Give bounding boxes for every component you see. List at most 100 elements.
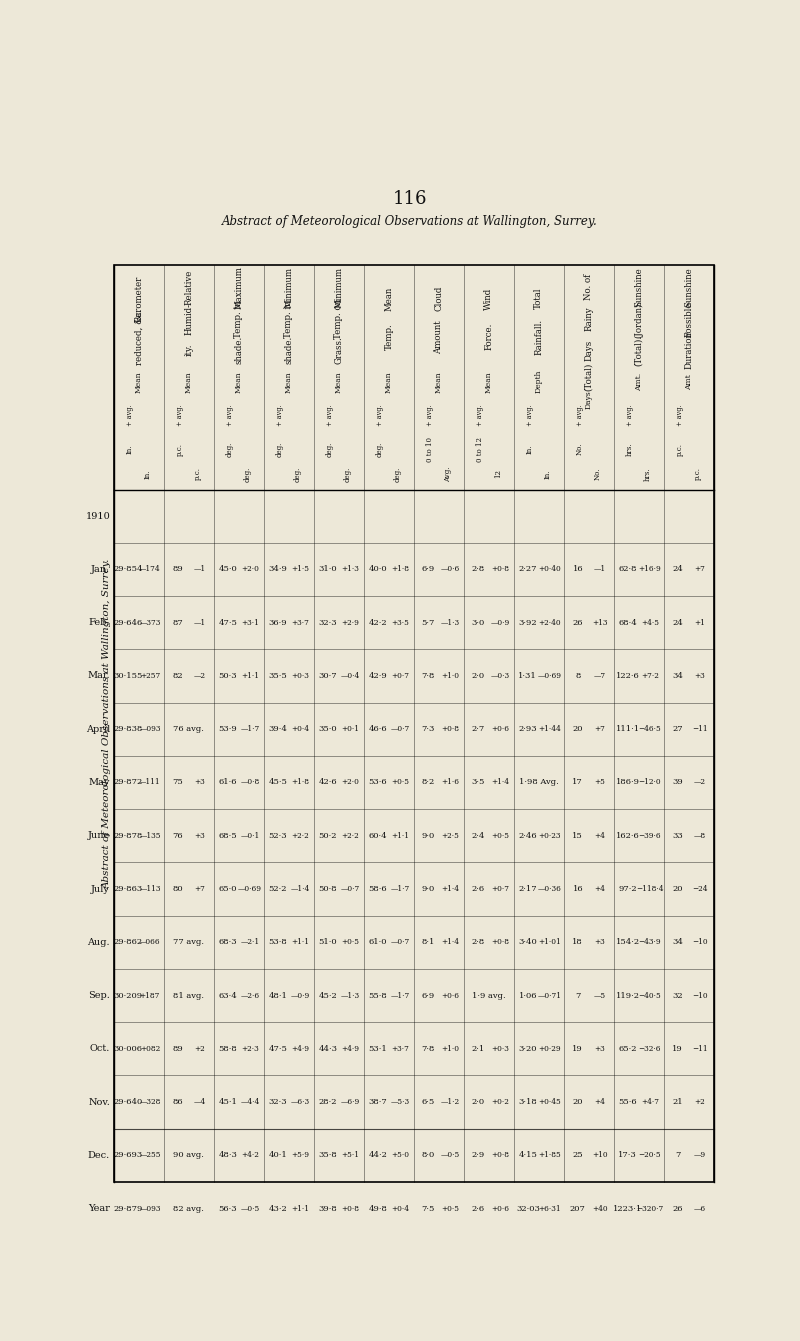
Text: +0·8: +0·8 (491, 566, 509, 574)
Text: —7: —7 (594, 672, 606, 680)
Text: 42·2: 42·2 (369, 618, 387, 626)
Text: +13: +13 (592, 618, 607, 626)
Text: + avg.: + avg. (526, 405, 534, 426)
Text: 1·98 Avg.: 1·98 Avg. (519, 779, 558, 786)
Text: 49·8: 49·8 (369, 1204, 387, 1212)
Text: −10: −10 (692, 991, 708, 999)
Text: —6·9: —6·9 (340, 1098, 359, 1106)
Text: 7: 7 (575, 991, 581, 999)
Text: +0·1: +0·1 (341, 725, 359, 734)
Text: deg.: deg. (226, 441, 234, 457)
Text: +5·9: +5·9 (291, 1152, 309, 1160)
Text: 6·5: 6·5 (422, 1098, 434, 1106)
Text: 0 to 10: 0 to 10 (426, 437, 434, 461)
Text: 68·4: 68·4 (618, 618, 637, 626)
Text: reduced, &c.: reduced, &c. (134, 308, 143, 365)
Text: Minimum: Minimum (285, 267, 294, 308)
Text: Minimum: Minimum (334, 267, 343, 308)
Text: 53·9: 53·9 (218, 725, 238, 734)
Text: 2·6: 2·6 (471, 885, 485, 893)
Text: +4·7: +4·7 (641, 1098, 659, 1106)
Text: 4·15: 4·15 (518, 1152, 538, 1160)
Text: 53·8: 53·8 (269, 939, 287, 947)
Text: 29·854: 29·854 (113, 566, 142, 574)
Text: +16·9: +16·9 (638, 566, 661, 574)
Text: hrs.: hrs. (644, 467, 652, 480)
Text: —0·69: —0·69 (538, 672, 562, 680)
Text: p.c.: p.c. (176, 443, 184, 456)
Text: +7: +7 (194, 885, 206, 893)
Text: +257: +257 (140, 672, 160, 680)
Text: —5·3: —5·3 (390, 1098, 410, 1106)
Text: 77 avg.: 77 avg. (174, 939, 205, 947)
Text: +40: +40 (592, 1204, 608, 1212)
Text: Force.: Force. (484, 323, 494, 350)
Text: +3·7: +3·7 (391, 1045, 409, 1053)
Text: 16: 16 (573, 885, 583, 893)
Text: +7: +7 (594, 725, 606, 734)
Text: 76: 76 (173, 831, 183, 839)
Text: −46·5: −46·5 (638, 725, 661, 734)
Text: −43·9: −43·9 (638, 939, 661, 947)
Text: Feb.: Feb. (89, 618, 110, 628)
Text: 2·93: 2·93 (518, 725, 537, 734)
Text: +2: +2 (694, 1098, 705, 1106)
Text: +2: +2 (194, 1045, 206, 1053)
Text: 2·17: 2·17 (518, 885, 537, 893)
Text: deg.: deg. (276, 441, 284, 457)
Text: Mean: Mean (385, 371, 393, 393)
Text: +10: +10 (592, 1152, 608, 1160)
Text: +1·8: +1·8 (291, 779, 309, 786)
Text: 8·2: 8·2 (422, 779, 434, 786)
Text: +1·5: +1·5 (291, 566, 309, 574)
Text: —0·7: —0·7 (390, 725, 410, 734)
Text: 30·155: 30·155 (114, 672, 142, 680)
Text: 2·27: 2·27 (518, 566, 537, 574)
Text: + avg.: + avg. (426, 405, 434, 426)
Text: Mean: Mean (384, 287, 394, 311)
Text: +0·5: +0·5 (341, 939, 359, 947)
Text: 35·5: 35·5 (269, 672, 287, 680)
Text: 52·3: 52·3 (269, 831, 287, 839)
Text: +0·7: +0·7 (391, 672, 409, 680)
Text: April: April (86, 724, 110, 734)
Text: + avg.: + avg. (126, 405, 134, 426)
Text: +7: +7 (694, 566, 706, 574)
Text: +0·5: +0·5 (441, 1204, 459, 1212)
Text: +2·2: +2·2 (291, 831, 309, 839)
Text: —113: —113 (139, 885, 161, 893)
Text: 44·3: 44·3 (318, 1045, 338, 1053)
Text: 86: 86 (173, 1098, 183, 1106)
Text: +0·6: +0·6 (491, 1204, 509, 1212)
Text: +0·29: +0·29 (538, 1045, 561, 1053)
Text: In.: In. (544, 469, 552, 479)
Text: 47·5: 47·5 (269, 1045, 287, 1053)
Text: 80: 80 (173, 885, 183, 893)
Text: 76 avg.: 76 avg. (174, 725, 204, 734)
Text: 45·1: 45·1 (218, 1098, 238, 1106)
Text: 122·6: 122·6 (616, 672, 640, 680)
Text: 3·0: 3·0 (471, 618, 485, 626)
Text: —0·69: —0·69 (238, 885, 262, 893)
Text: +1·1: +1·1 (291, 1204, 309, 1212)
Text: 97·2: 97·2 (618, 885, 637, 893)
Text: 45·2: 45·2 (318, 991, 338, 999)
Text: Duration: Duration (684, 331, 694, 369)
Text: —111: —111 (139, 779, 161, 786)
Text: 2·0: 2·0 (471, 672, 485, 680)
Text: deg.: deg. (376, 441, 384, 457)
Text: 0 to 12: 0 to 12 (476, 437, 484, 461)
Text: 9·0: 9·0 (422, 885, 434, 893)
Text: 1·31: 1·31 (518, 672, 538, 680)
Text: Mean: Mean (485, 371, 493, 393)
Text: Mean: Mean (335, 371, 343, 393)
Text: deg.: deg. (344, 467, 352, 481)
Text: 29·646: 29·646 (114, 618, 142, 626)
Text: −20·5: −20·5 (638, 1152, 661, 1160)
Text: 8·0: 8·0 (422, 1152, 434, 1160)
Text: 44·2: 44·2 (369, 1152, 387, 1160)
Text: 45·0: 45·0 (218, 566, 238, 574)
Text: 32·3: 32·3 (269, 1098, 287, 1106)
Text: +2·3: +2·3 (241, 1045, 258, 1053)
Text: +2·2: +2·2 (341, 831, 358, 839)
